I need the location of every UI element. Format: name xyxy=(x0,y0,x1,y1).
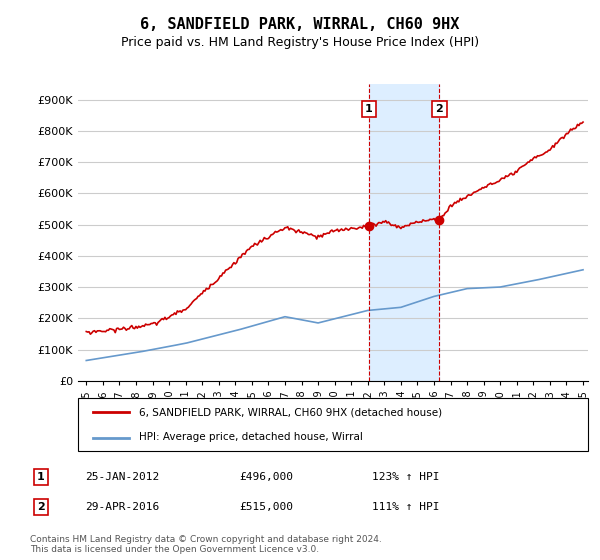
Text: £496,000: £496,000 xyxy=(240,472,294,482)
Text: £515,000: £515,000 xyxy=(240,502,294,512)
Text: 6, SANDFIELD PARK, WIRRAL, CH60 9HX: 6, SANDFIELD PARK, WIRRAL, CH60 9HX xyxy=(140,17,460,32)
Text: 29-APR-2016: 29-APR-2016 xyxy=(85,502,160,512)
FancyBboxPatch shape xyxy=(78,398,588,451)
Text: HPI: Average price, detached house, Wirral: HPI: Average price, detached house, Wirr… xyxy=(139,432,363,442)
Text: 1: 1 xyxy=(365,104,373,114)
Bar xyxy=(369,84,439,381)
Text: Contains HM Land Registry data © Crown copyright and database right 2024.
This d: Contains HM Land Registry data © Crown c… xyxy=(30,535,382,554)
Text: 123% ↑ HPI: 123% ↑ HPI xyxy=(372,472,440,482)
Text: 2: 2 xyxy=(37,502,45,512)
Text: 2: 2 xyxy=(436,104,443,114)
Text: 6, SANDFIELD PARK, WIRRAL, CH60 9HX (detached house): 6, SANDFIELD PARK, WIRRAL, CH60 9HX (det… xyxy=(139,408,442,418)
Text: 25-JAN-2012: 25-JAN-2012 xyxy=(85,472,160,482)
Text: 1: 1 xyxy=(37,472,45,482)
Text: 111% ↑ HPI: 111% ↑ HPI xyxy=(372,502,440,512)
Text: Price paid vs. HM Land Registry's House Price Index (HPI): Price paid vs. HM Land Registry's House … xyxy=(121,36,479,49)
